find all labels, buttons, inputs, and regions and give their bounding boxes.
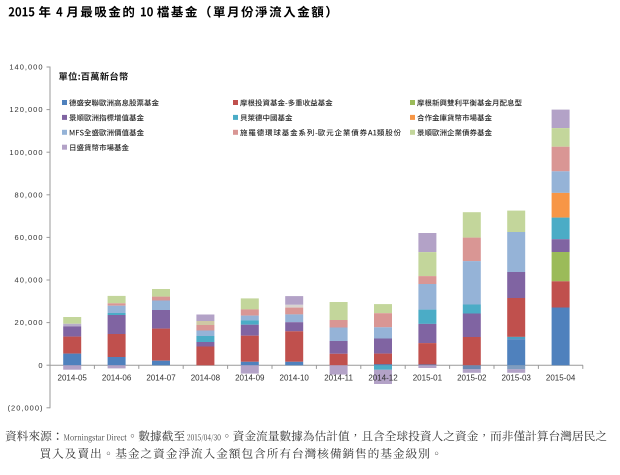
svg-text:60,000: 60,000 bbox=[15, 233, 44, 242]
svg-text:2014-11: 2014-11 bbox=[324, 373, 353, 382]
svg-text:2014-08: 2014-08 bbox=[191, 373, 221, 382]
svg-text:80,000: 80,000 bbox=[15, 190, 44, 199]
svg-text:120,000: 120,000 bbox=[9, 105, 43, 114]
svg-text:2014-10: 2014-10 bbox=[280, 373, 310, 382]
svg-text:100,000: 100,000 bbox=[9, 148, 43, 157]
svg-text:2015-04: 2015-04 bbox=[546, 373, 576, 382]
svg-text:2014-12: 2014-12 bbox=[368, 373, 398, 382]
svg-text:(20,000): (20,000) bbox=[8, 403, 44, 412]
svg-text:2015-01: 2015-01 bbox=[413, 373, 443, 382]
svg-text:2014-06: 2014-06 bbox=[102, 373, 132, 382]
svg-text:140,000: 140,000 bbox=[9, 63, 43, 72]
svg-text:2015-02: 2015-02 bbox=[457, 373, 487, 382]
svg-text:2015-03: 2015-03 bbox=[502, 373, 532, 382]
svg-text:0: 0 bbox=[38, 361, 43, 370]
svg-text:2014-05: 2014-05 bbox=[58, 373, 88, 382]
svg-text:40,000: 40,000 bbox=[15, 276, 44, 285]
svg-text:20,000: 20,000 bbox=[15, 318, 44, 327]
svg-text:2014-09: 2014-09 bbox=[235, 373, 265, 382]
svg-text:2014-07: 2014-07 bbox=[146, 373, 176, 382]
